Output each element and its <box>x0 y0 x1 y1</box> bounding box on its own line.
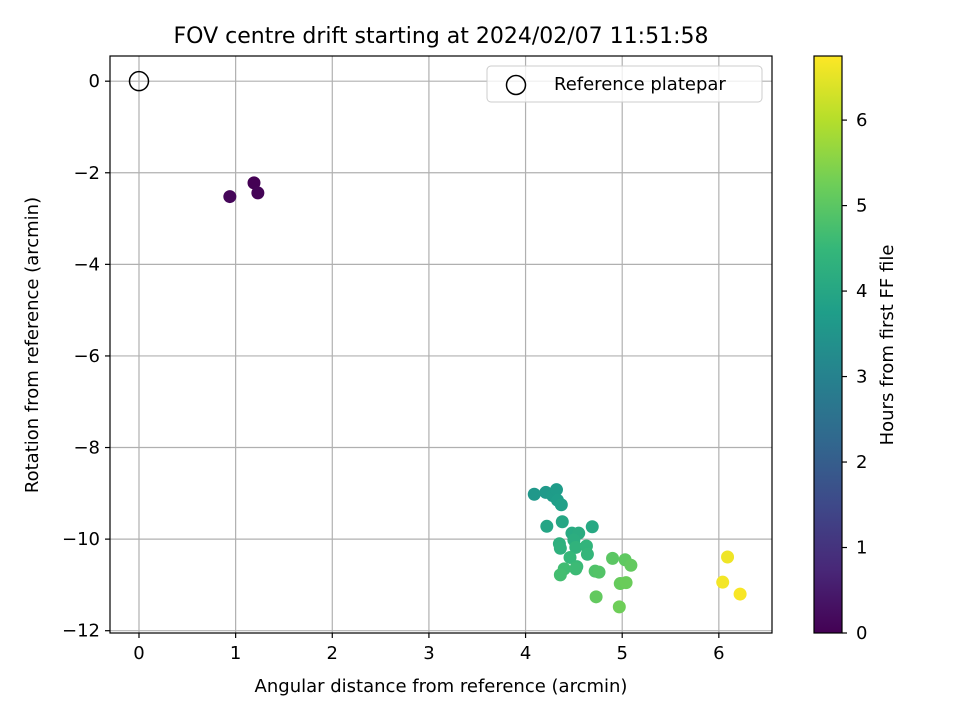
x-ticks: 0 1 2 3 4 5 6 <box>133 633 725 664</box>
x-tick-label: 2 <box>327 643 338 664</box>
data-point <box>733 587 747 601</box>
data-point <box>580 547 594 561</box>
data-point <box>223 190 237 204</box>
colorbar-gradient <box>814 56 842 633</box>
data-point <box>247 176 261 190</box>
data-point <box>553 541 567 555</box>
colorbar-tick-label: 3 <box>856 367 867 388</box>
data-point <box>619 576 633 590</box>
data-point <box>527 487 541 501</box>
data-point <box>540 519 554 533</box>
y-tick-label: −10 <box>62 529 100 550</box>
colorbar-tick-label: 0 <box>856 623 867 644</box>
y-tick-label: −2 <box>73 163 100 184</box>
x-axis-label: Angular distance from reference (arcmin) <box>255 676 628 697</box>
colorbar-tick-label: 6 <box>856 110 867 131</box>
data-point <box>585 520 599 534</box>
x-tick-label: 4 <box>520 643 531 664</box>
y-tick-label: −12 <box>62 621 100 642</box>
y-ticks: 0 −2 −4 −6 −8 −10 −12 <box>62 71 110 642</box>
data-point <box>554 498 568 512</box>
y-tick-label: −8 <box>73 438 100 459</box>
x-tick-label: 3 <box>423 643 434 664</box>
data-point <box>569 540 583 554</box>
data-points <box>223 176 747 614</box>
legend: Reference platepar <box>486 65 763 103</box>
y-axis-label: Rotation from reference (arcmin) <box>22 197 43 493</box>
data-point <box>569 562 583 576</box>
data-point <box>716 575 730 589</box>
reference-marker-group <box>128 70 150 92</box>
legend-marker-icon <box>505 74 527 96</box>
x-tick-label: 6 <box>713 643 724 664</box>
colorbar: 0 1 2 3 4 5 6 Hours from first FF file <box>813 55 898 644</box>
x-tick-label: 1 <box>230 643 241 664</box>
colorbar-tick-label: 1 <box>856 538 867 559</box>
data-point <box>624 558 638 572</box>
colorbar-tick-label: 5 <box>856 196 867 217</box>
x-tick-label: 0 <box>133 643 144 664</box>
data-point <box>553 568 567 582</box>
legend-label: Reference platepar <box>554 74 726 95</box>
colorbar-ticks: 0 1 2 3 4 5 6 <box>842 110 867 644</box>
data-point <box>555 515 569 529</box>
y-tick-label: 0 <box>89 71 100 92</box>
colorbar-label: Hours from first FF file <box>877 245 898 446</box>
y-tick-label: −4 <box>73 254 100 275</box>
data-point <box>721 550 735 564</box>
data-point <box>592 565 606 579</box>
grid-lines <box>110 56 772 633</box>
data-point <box>612 600 626 614</box>
data-point <box>251 186 265 200</box>
y-tick-label: −6 <box>73 346 100 367</box>
legend-box <box>486 65 763 103</box>
data-point <box>589 590 603 604</box>
chart-title: FOV centre drift starting at 2024/02/07 … <box>174 24 709 49</box>
colorbar-tick-label: 4 <box>856 281 867 302</box>
colorbar-tick-label: 2 <box>856 452 867 473</box>
data-point <box>606 551 620 565</box>
colorbar-frame <box>813 55 843 634</box>
reference-marker <box>128 70 150 92</box>
data-point <box>563 550 577 564</box>
data-point <box>549 483 563 497</box>
x-tick-label: 5 <box>616 643 627 664</box>
plot-frame <box>109 55 773 634</box>
